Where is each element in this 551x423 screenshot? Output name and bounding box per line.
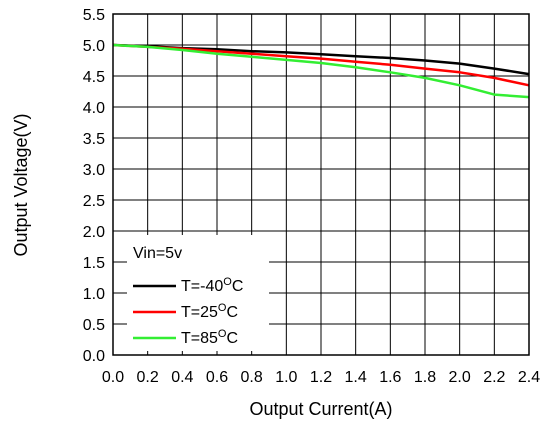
y-tick-label: 3.0 [83,162,105,179]
y-tick-label: 2.0 [83,224,105,241]
x-tick-label: 0.4 [171,369,193,386]
y-tick-label: 0.0 [83,348,105,365]
x-tick-label: 1.4 [345,369,367,386]
x-tick-label: 1.6 [379,369,401,386]
x-tick-label: 1.2 [310,369,332,386]
y-tick-label: 5.0 [83,38,105,55]
x-tick-label: 0.2 [137,369,159,386]
legend-label-t85: T=85OC [181,328,238,347]
y-tick-label: 1.5 [83,255,105,272]
x-axis-title: Output Current(A) [249,399,392,419]
y-tick-label: 0.5 [83,317,105,334]
y-axis-title: Output Voltage(V) [11,113,31,256]
series-line-1 [112,43,530,87]
y-tick-labels: 0.0 0.5 1.0 1.5 2.0 2.5 3.0 3.5 4.0 4.5 5.0 5.5 [83,7,105,365]
plot-area-frame [112,13,530,356]
x-tick-label: 0.0 [102,369,124,386]
y-tick-label: 4.0 [83,100,105,117]
x-tick-label: 0.6 [206,369,228,386]
x-tick-label: 0.8 [241,369,263,386]
x-tick-label: 2.0 [449,369,471,386]
x-tick-labels: 0.0 0.2 0.4 0.6 0.8 1.0 1.2 1.4 1.6 1.8 2.0 2.2 2.4 [102,369,540,386]
legend-label-t-40: T=-40OC [181,276,243,295]
y-tick-label: 5.5 [83,7,105,24]
x-tick-label: 1.0 [275,369,297,386]
x-tick-label: 2.2 [483,369,505,386]
x-tick-label: 1.8 [414,369,436,386]
y-tick-label: 3.5 [83,131,105,148]
series-line-2 [112,43,530,99]
legend-box [127,235,269,351]
y-tick-label: 1.0 [83,286,105,303]
legend-label-t25: T=25OC [181,302,238,321]
legend: Vin=5v T=-40OC T=25OC T=85OC [127,235,269,351]
x-tick-label: 2.4 [518,369,540,386]
legend-title: Vin=5v [133,245,182,262]
y-tick-label: 2.5 [83,193,105,210]
y-tick-label: 4.5 [83,69,105,86]
series-lines [112,43,530,99]
